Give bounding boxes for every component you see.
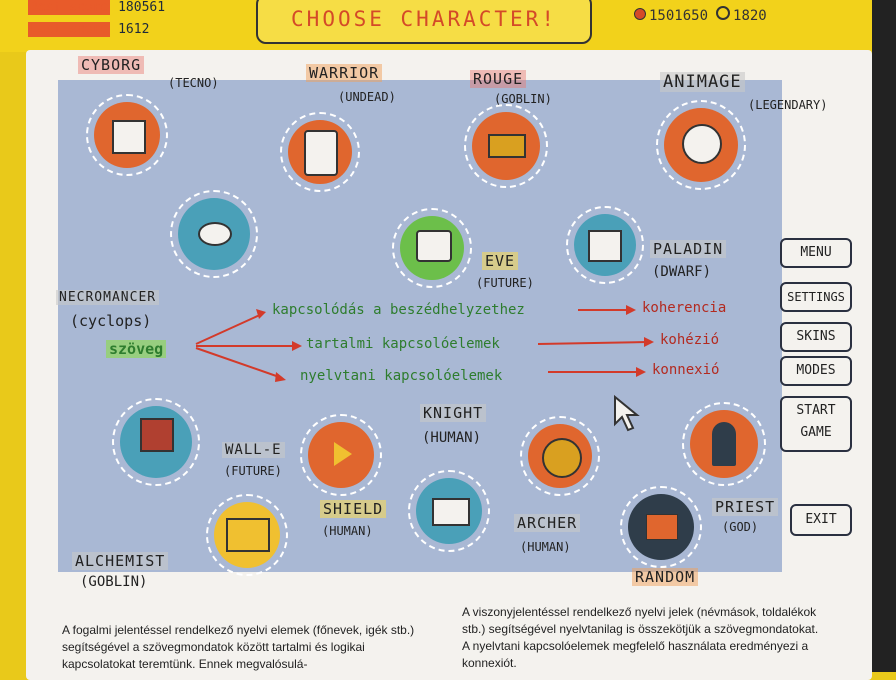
robot-head-icon [416,230,452,262]
concept-root: szöveg [106,340,167,358]
character-priest[interactable] [682,402,766,486]
skeleton-icon [304,130,338,176]
character-name-necromancer: NECROMANCER [56,290,160,305]
character-name-random: RANDOM [632,568,699,586]
character-class-rouge: (GOBLIN) [494,92,552,106]
character-knight[interactable] [408,470,490,552]
best-score-value: 180561 [118,0,166,15]
best-score-label: Best score [28,0,111,15]
character-class-necromancer: (cyclops) [70,312,152,330]
lion-icon [682,124,722,164]
currency-display: 1501650 1820 [634,6,767,24]
character-class-warrior: (UNDEAD) [338,90,396,104]
envelope-icon [432,498,470,526]
caption-right: A viszonyjelentéssel rendelkező nyelvi j… [462,605,819,670]
wall-e-robot-icon [226,518,270,552]
character-name-alchemist: ALCHEMIST [72,552,169,570]
coins-value: 1501650 [649,8,709,24]
last-score-label: Last score [28,22,111,37]
praying-figure-icon [712,422,736,466]
dwarf-icon [588,230,622,262]
cyclops-eye-icon [198,222,232,246]
character-animage[interactable] [656,100,746,190]
gem-icon [716,6,731,20]
character-necromancer[interactable] [170,190,258,278]
character-class-priest: (GOD) [722,520,759,534]
character-name-shield: SHIELD [320,500,387,518]
best-score: Best score 180561 [28,0,165,15]
newspaper-icon [112,120,146,154]
character-shield[interactable] [300,414,382,496]
character-eve[interactable] [392,208,472,288]
character-name-warrior: WARRIOR [306,64,383,82]
exit-button[interactable]: EXIT [790,504,852,536]
caption-left: A fogalmi jelentéssel rendelkező nyelvi … [62,623,415,671]
cursor-arrow-icon [614,394,640,432]
top-hat-icon [140,418,174,452]
character-name-paladin: PALADIN [650,240,727,258]
character-name-archer: ARCHER [514,514,581,532]
concept-branch-3: nyelvtani kapcsolóelemek [300,368,503,384]
concept-branch-1: kapcsolódás a beszédhelyzethez [272,302,525,318]
character-class-paladin: (DWARF) [652,264,712,280]
question-mark-icon [646,514,678,540]
background-edge [872,0,896,672]
character-class-archer: (HUMAN) [520,540,571,554]
character-rouge[interactable] [464,104,548,188]
coin-icon [634,8,646,20]
character-name-priest: PRIEST [712,498,779,516]
crossbow-icon [542,438,582,478]
concept-result-3: konnexió [652,362,720,378]
character-name-wall-e: WALL-E [222,442,285,458]
settings-button[interactable]: SETTINGS [780,282,852,312]
character-wall-e[interactable] [206,494,288,576]
character-class-shield: (HUMAN) [322,524,373,538]
last-score: Last score 1612 [28,22,149,37]
goblin-mask-icon [488,134,526,158]
character-class-knight: (HUMAN) [422,430,482,446]
modes-button[interactable]: MODES [780,356,852,386]
character-alchemist[interactable] [112,398,200,486]
character-random[interactable] [620,486,702,568]
character-class-animage: (LEGENDARY) [748,98,828,112]
character-name-animage: ANIMAGE [660,72,745,92]
character-name-knight: KNIGHT [420,404,487,422]
character-class-cyborg: (TECNO) [168,76,219,90]
concept-result-2: kohézió [660,332,720,348]
skins-button[interactable]: SKINS [780,322,852,352]
character-name-rouge: ROUGE [470,70,527,88]
character-warrior[interactable] [280,112,360,192]
character-class-eve: (FUTURE) [476,276,534,290]
character-name-cyborg: CYBORG [78,56,145,74]
play-icon [334,442,352,466]
menu-button[interactable]: MENU [780,238,852,268]
character-class-alchemist: (GOBLIN) [80,574,148,590]
character-archer[interactable] [520,416,600,496]
start-game-button[interactable]: START GAME [780,396,852,452]
character-class-wall-e: (FUTURE) [224,464,282,478]
gems-value: 1820 [733,8,767,24]
last-score-value: 1612 [118,22,150,37]
concept-branch-2: tartalmi kapcsolóelemek [306,336,500,352]
concept-result-1: koherencia [642,300,727,316]
character-name-eve: EVE [482,252,519,270]
page-title: CHOOSE CHARACTER! [256,0,592,44]
character-paladin[interactable] [566,206,644,284]
character-cyborg[interactable] [86,94,168,176]
